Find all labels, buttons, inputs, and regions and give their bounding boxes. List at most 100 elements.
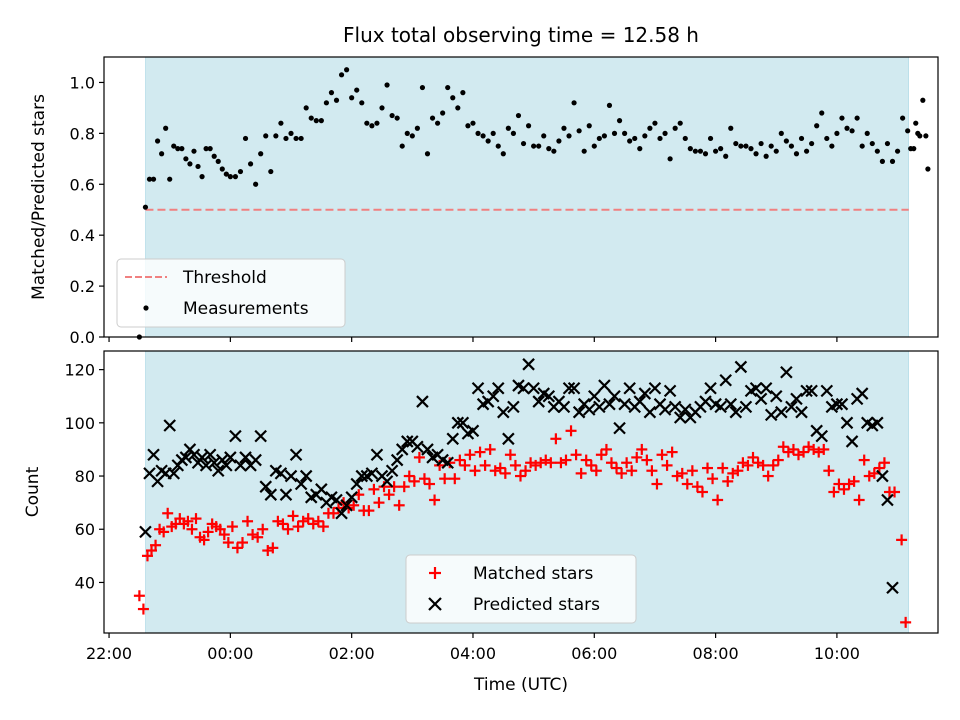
time-x-tick-label: 06:00 (571, 644, 617, 663)
measurement-point (723, 153, 729, 159)
predicted-star-point (775, 405, 788, 419)
predicted-star-point (345, 491, 358, 504)
measurement-point (662, 130, 668, 136)
matched-star-point (767, 459, 779, 471)
count-panel: 40 60 80 100 120 22:00 00:00 02:00 04:00 06:00 08… (23, 350, 939, 695)
measurement-point (884, 140, 891, 147)
predicted-star-point (486, 389, 500, 403)
measurement-point (263, 133, 269, 139)
matched-star-point (691, 481, 703, 493)
predicted-star-point (416, 395, 429, 408)
predicted-star-point (199, 459, 213, 472)
measurement-point (874, 148, 880, 154)
measurement-point (195, 163, 201, 170)
predicted-star-point (800, 384, 813, 398)
predicted-star-point (724, 397, 738, 411)
measurement-point (672, 125, 678, 131)
predicted-star-point (264, 488, 278, 501)
measurement-point (179, 146, 185, 152)
measurement-point (232, 174, 239, 180)
matched-star-point (137, 603, 149, 615)
predicted-star-point (502, 432, 515, 446)
predicted-star-point (623, 381, 636, 395)
matched-star-point (267, 542, 279, 554)
measurement-point (520, 140, 527, 147)
measurement-point (692, 148, 698, 154)
predicted-star-point (207, 456, 221, 470)
measurement-point (632, 135, 638, 142)
legend-predicted-label: Predicted stars (473, 595, 600, 615)
time-x-tick-label: 04:00 (450, 644, 496, 663)
measurement-point (515, 112, 522, 119)
matched-star-point (368, 483, 380, 495)
matched-star-point (424, 478, 436, 490)
predicted-star-point (411, 440, 424, 454)
measurement-point (215, 158, 221, 164)
matched-star-point (186, 523, 198, 535)
measurement-point (435, 120, 441, 126)
measurement-point (384, 82, 390, 88)
predicted-star-point (633, 395, 647, 408)
matched-star-point (580, 454, 592, 466)
matched-stars-points (133, 425, 912, 628)
measurement-point (637, 146, 643, 152)
measurement-point (359, 100, 365, 106)
measurement-point (490, 130, 496, 136)
legend-threshold-label: Threshold (182, 268, 267, 288)
predicted-star-point (229, 429, 242, 443)
measurement-point (798, 135, 805, 142)
measurement-point (404, 130, 410, 136)
measurement-point (298, 135, 304, 142)
predicted-star-point (719, 373, 732, 387)
measurement-point (207, 146, 213, 152)
measurement-point (814, 123, 820, 129)
ratio-y-tick-label: 1.0 (70, 73, 95, 92)
legend-matched-swatch (429, 567, 441, 579)
matched-star-point (757, 459, 769, 471)
matched-star-point (681, 478, 693, 490)
matched-star-point (666, 446, 678, 458)
predicted-star-point (167, 467, 181, 480)
measurement-point (773, 148, 779, 154)
matched-star-point (798, 446, 810, 458)
predicted-star-point (179, 451, 193, 464)
measurement-point (460, 90, 466, 96)
measurement-point (763, 153, 769, 159)
measurement-point (753, 151, 759, 157)
predicted-star-point (395, 443, 409, 456)
count-legend-box (405, 554, 637, 624)
measurement-point (258, 151, 264, 157)
predicted-star-point (795, 405, 808, 419)
measurement-point (718, 146, 724, 152)
matched-star-point (717, 462, 729, 474)
measurement-point (191, 148, 197, 154)
time-x-axis-label: Time (UTC) (473, 675, 568, 695)
count-y-tick-label: 60 (75, 520, 95, 539)
matched-star-point (257, 523, 269, 535)
measurement-point (308, 115, 314, 121)
predicted-star-point (163, 419, 176, 432)
measurement-point (187, 161, 193, 167)
measurement-point (788, 143, 795, 149)
measurement-point (839, 115, 845, 121)
predicted-star-point (749, 381, 763, 395)
measurement-point (566, 133, 572, 139)
predicted-star-point (294, 477, 308, 491)
measurement-point (237, 168, 244, 175)
predicted-star-point (567, 381, 581, 395)
predicted-star-point (527, 381, 540, 395)
ratio-plot-frame (103, 56, 939, 338)
predicted-star-point (704, 381, 717, 395)
measurement-point (283, 135, 289, 142)
measurement-point (707, 135, 714, 142)
predicted-star-point (532, 395, 545, 408)
measurement-point (803, 148, 810, 154)
measurement-point (541, 133, 547, 139)
measurement-point (611, 130, 618, 136)
matched-star-point (621, 457, 633, 469)
predicted-star-point (643, 405, 657, 419)
measurement-point (809, 140, 815, 147)
matched-star-point (570, 449, 582, 461)
predicted-star-point (249, 453, 262, 467)
count-y-tick-label: 100 (64, 414, 95, 433)
